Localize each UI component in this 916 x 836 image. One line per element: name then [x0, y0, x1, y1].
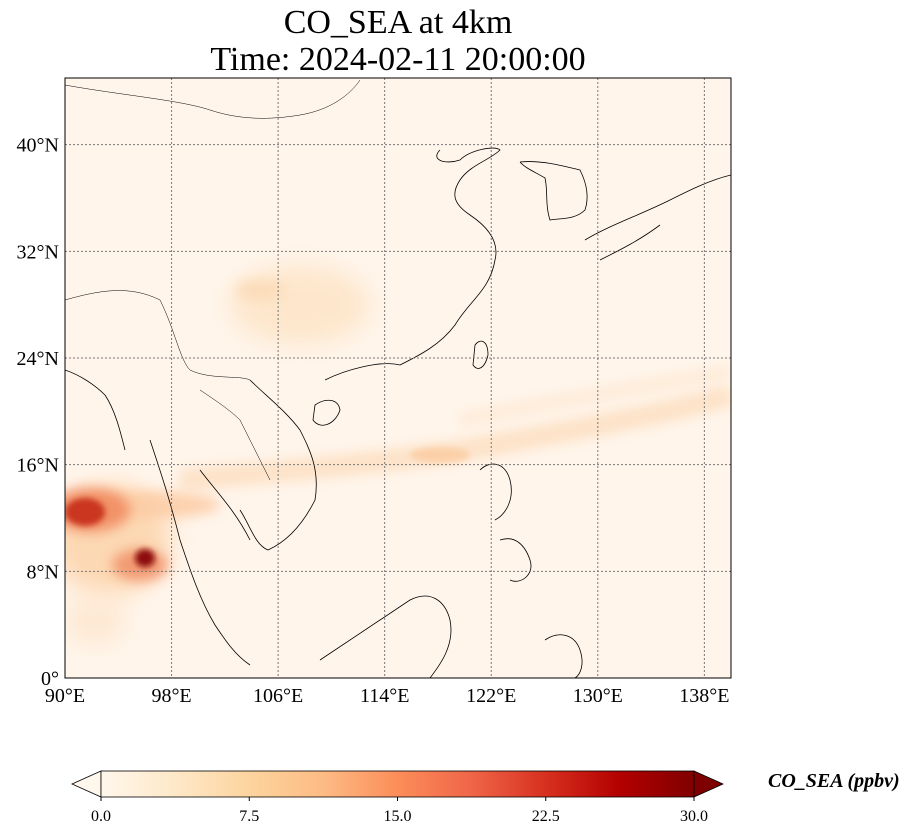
lat-tick-label: 24°N [17, 348, 59, 370]
lon-tick-label: 90°E [45, 685, 85, 707]
lon-tick-label: 106°E [253, 685, 303, 707]
colorbar-label: CO_SEA (ppbv) [768, 770, 900, 792]
map-background [65, 78, 731, 678]
plume-andaman-hotspot [135, 549, 155, 567]
lat-tick-label: 40°N [17, 135, 59, 157]
colorbar-extend-high [693, 770, 724, 798]
map-frame [64, 77, 732, 679]
colorbar-tick-label: 15.0 [384, 808, 412, 825]
lon-tick-label: 98°E [151, 685, 191, 707]
lat-tick-labels: 0° 8°N 16°N 24°N 32°N 40°N [17, 135, 59, 690]
plume-south-china [230, 265, 370, 345]
lon-tick-labels: 90°E 98°E 106°E 114°E 122°E 130°E 138°E [45, 685, 730, 707]
colorbar-tick-label: 22.5 [532, 808, 560, 825]
plume-scs-streak [179, 384, 731, 491]
colorbar-tick-label: 0.0 [91, 808, 111, 825]
lat-tick-label: 8°N [27, 561, 59, 583]
map-title-line1: CO_SEA at 4km [283, 4, 513, 41]
lon-tick-label: 122°E [466, 685, 516, 707]
concentration-field [65, 265, 731, 645]
colorbar-tick-label: 7.5 [239, 808, 259, 825]
colorbar-extend-low [71, 770, 102, 798]
lat-tick-label: 16°N [17, 455, 59, 477]
plume-myanmar-coast [65, 498, 105, 526]
lon-tick-label: 114°E [360, 685, 409, 707]
colorbar-tick-label: 30.0 [680, 808, 708, 825]
lon-tick-label: 130°E [573, 685, 623, 707]
lat-tick-label: 32°N [17, 241, 59, 263]
lon-tick-label: 138°E [679, 685, 729, 707]
lat-tick-label: 0° [41, 668, 59, 690]
colorbar: 0.0 7.5 15.0 22.5 30.0 [71, 770, 724, 825]
colorbar-gradient [100, 770, 695, 798]
gridlines [65, 78, 731, 678]
map-title-line2: Time: 2024-02-11 20:00:00 [210, 41, 586, 78]
